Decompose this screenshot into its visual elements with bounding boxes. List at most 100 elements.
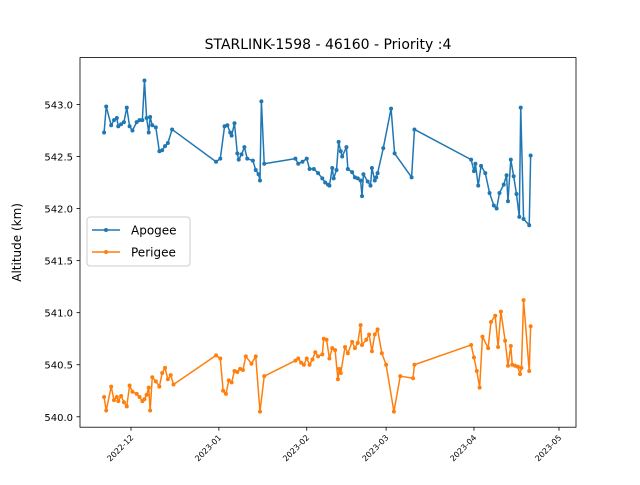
perigee-point: [358, 323, 363, 328]
perigee-point: [127, 383, 132, 388]
apogee-point: [127, 124, 132, 129]
perigee-point: [519, 365, 524, 370]
apogee-point: [116, 124, 121, 129]
apogee-point: [487, 190, 492, 195]
legend: Apogee Perigee: [86, 216, 191, 267]
perigee-point: [235, 370, 240, 375]
apogee-point: [235, 151, 240, 156]
perigee-point: [153, 379, 158, 384]
perigee-point: [150, 375, 155, 380]
perigee-point: [352, 346, 357, 351]
apogee-series: [102, 78, 533, 228]
apogee-point: [528, 153, 533, 158]
legend-perigee-marker: [104, 250, 108, 254]
perigee-point: [144, 392, 149, 397]
chart-title: STARLINK-1598 - 46160 - Priority :4: [205, 37, 452, 53]
perigee-point: [104, 408, 109, 413]
perigee-point: [345, 351, 350, 356]
apogee-point: [517, 214, 522, 219]
y-axis-label: Altitude (km): [10, 203, 24, 282]
apogee-point: [160, 148, 165, 153]
apogee-point: [355, 176, 360, 181]
apogee-point: [140, 118, 145, 123]
perigee-point: [335, 377, 340, 382]
apogee-point: [229, 133, 234, 138]
perigee-point: [493, 313, 498, 318]
perigee-point: [130, 389, 135, 394]
perigee-point: [486, 346, 491, 351]
perigee-point: [160, 371, 165, 376]
y-tick-label: 541.5: [44, 257, 73, 268]
perigee-point: [498, 309, 503, 314]
perigee-point: [515, 364, 520, 369]
perigee-point: [364, 337, 369, 342]
perigee-point: [165, 377, 170, 382]
apogee-point: [262, 161, 267, 166]
apogee-point: [250, 158, 255, 163]
apogee-point: [504, 173, 509, 178]
perigee-point: [355, 340, 360, 345]
perigee-point: [398, 374, 403, 379]
perigee-point: [249, 361, 254, 366]
apogee-point: [381, 146, 386, 151]
apogee-point: [137, 118, 142, 123]
perigee-point: [142, 397, 147, 402]
perigee-point: [316, 354, 321, 359]
apogee-point: [350, 170, 355, 175]
apogee-point: [214, 159, 219, 164]
perigee-point: [119, 393, 124, 398]
apogee-point: [121, 120, 126, 125]
perigee-point: [243, 354, 248, 359]
perigee-point: [134, 391, 139, 396]
perigee-point: [262, 374, 267, 379]
perigee-point: [330, 346, 335, 351]
apogee-point: [476, 183, 481, 188]
apogee-point: [304, 156, 309, 161]
y-tick-label: 543.0: [44, 100, 73, 111]
apogee-point: [505, 199, 510, 204]
apogee-point: [134, 120, 139, 125]
perigee-point: [253, 354, 258, 359]
apogee-point: [144, 115, 149, 120]
apogee-point: [473, 161, 478, 166]
apogee-point: [331, 176, 336, 181]
perigee-point: [171, 382, 176, 387]
perigee-point: [372, 332, 377, 337]
perigee-point: [214, 353, 219, 358]
apogee-point: [483, 171, 488, 176]
apogee-point: [345, 167, 350, 171]
perigee-point: [124, 404, 129, 409]
apogee-point: [469, 157, 474, 162]
apogee-point: [236, 157, 241, 162]
perigee-point: [521, 298, 526, 303]
perigee-point: [121, 400, 126, 405]
perigee-point: [226, 378, 231, 383]
apogee-point: [165, 140, 170, 145]
apogee-point: [256, 172, 261, 177]
perigee-point: [223, 391, 228, 396]
perigee-point: [367, 332, 372, 337]
apogee-point: [320, 176, 325, 181]
perigee-point: [102, 395, 107, 400]
perigee-point: [350, 339, 355, 344]
apogee-point: [242, 145, 247, 150]
perigee-point: [337, 366, 342, 371]
perigee-point: [293, 358, 298, 363]
apogee-point: [361, 172, 366, 177]
apogee-point: [471, 169, 476, 174]
perigee-point: [412, 362, 417, 367]
y-tick-label: 542.5: [44, 153, 73, 164]
apogee-point: [300, 159, 305, 164]
perigee-point: [411, 376, 416, 381]
y-tick-label: 541.0: [44, 309, 73, 320]
perigee-point: [299, 360, 304, 365]
perigee-point: [527, 368, 532, 373]
perigee-point: [391, 409, 396, 414]
perigee-series: [102, 298, 533, 414]
apogee-point: [494, 206, 499, 211]
perigee-point: [320, 352, 325, 357]
apogee-point: [114, 115, 119, 120]
apogee-point: [239, 152, 244, 157]
perigee-point: [343, 345, 348, 350]
